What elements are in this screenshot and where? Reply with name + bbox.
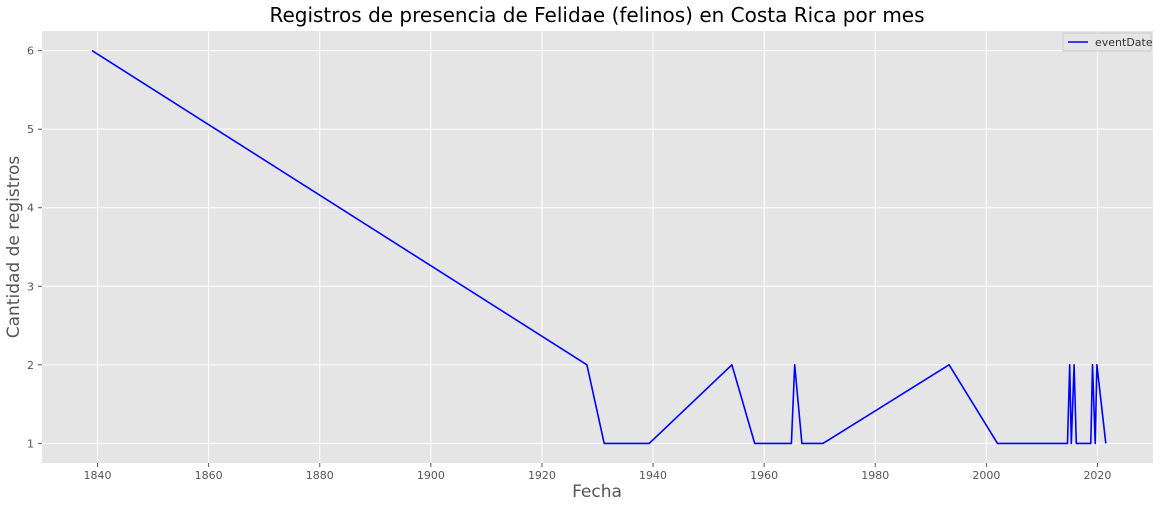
x-tick-label: 1840 bbox=[84, 469, 112, 482]
y-tick-label: 2 bbox=[27, 359, 34, 372]
x-axis: 1840 1860 1880 1900 1920 1940 1960 1980 2000 2020 bbox=[84, 463, 1111, 482]
x-tick-label: 1920 bbox=[528, 469, 556, 482]
x-tick-label: 1960 bbox=[750, 469, 778, 482]
x-tick-label: 2020 bbox=[1083, 469, 1111, 482]
chart-title: Registros de presencia de Felidae (felin… bbox=[269, 3, 924, 27]
x-tick-label: 1860 bbox=[195, 469, 223, 482]
x-tick-label: 1940 bbox=[639, 469, 667, 482]
grid-lines bbox=[42, 31, 1153, 463]
x-tick-label: 2000 bbox=[972, 469, 1000, 482]
series-line-eventDate bbox=[91, 49, 1107, 445]
y-axis: 1 2 3 4 5 6 bbox=[27, 45, 42, 450]
x-tick-label: 1880 bbox=[306, 469, 334, 482]
plot-area bbox=[42, 31, 1153, 463]
y-tick-label: 4 bbox=[27, 202, 34, 215]
y-tick-label: 5 bbox=[27, 123, 34, 136]
x-tick-label: 1980 bbox=[861, 469, 889, 482]
y-tick-label: 1 bbox=[27, 437, 34, 450]
legend-label: eventDate bbox=[1095, 36, 1153, 49]
y-tick-label: 3 bbox=[27, 280, 34, 293]
series-layer bbox=[91, 49, 1107, 445]
y-axis-title: Cantidad de registros bbox=[4, 156, 24, 339]
x-tick-label: 1900 bbox=[417, 469, 445, 482]
x-axis-title: Fecha bbox=[572, 482, 622, 502]
legend: eventDate bbox=[1062, 32, 1153, 52]
y-tick-label: 6 bbox=[27, 45, 34, 58]
legend-box bbox=[1062, 32, 1152, 52]
